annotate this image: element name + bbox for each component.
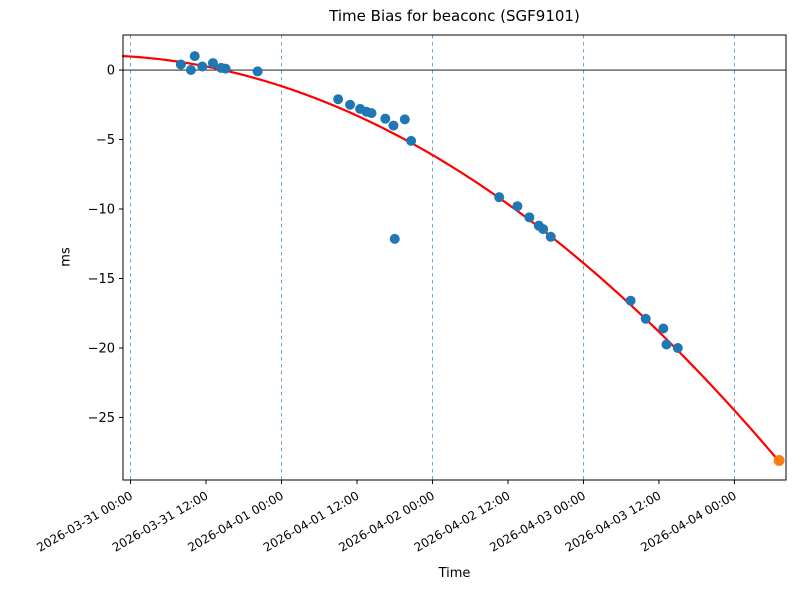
data-point: [538, 224, 549, 235]
y-tick-label: −10: [88, 202, 115, 217]
y-tick-label: −15: [88, 272, 115, 287]
data-point: [512, 201, 523, 212]
chart-title: Time Bias for beaconc (SGF9101): [329, 7, 580, 25]
x-axis-label: Time: [438, 566, 471, 581]
data-point: [524, 212, 535, 223]
quadratic-fit: [121, 54, 781, 463]
data-point: [252, 66, 263, 77]
y-tick-label: −25: [88, 411, 115, 426]
data-point: [640, 313, 651, 324]
data-point: [366, 108, 377, 119]
data-point: [333, 94, 344, 105]
data-point: [185, 65, 196, 76]
latest-data-point: [773, 455, 785, 467]
data-point: [207, 58, 218, 69]
plot-border: [122, 34, 787, 481]
y-axis-label: ms: [58, 247, 74, 267]
data-point: [625, 295, 636, 306]
data-point: [406, 135, 417, 146]
data-point: [658, 323, 669, 334]
y-tick-label: 0: [107, 64, 115, 79]
y-tick-label: −5: [96, 133, 115, 148]
data-point: [345, 99, 356, 110]
data-point: [380, 113, 391, 124]
data-point: [175, 59, 186, 70]
data-point: [388, 120, 399, 131]
data-point: [389, 233, 400, 244]
data-point: [661, 339, 672, 350]
data-point: [220, 63, 231, 74]
data-point: [672, 342, 683, 353]
y-tick-label: −20: [88, 341, 115, 356]
data-point: [545, 231, 556, 242]
data-point: [197, 61, 208, 72]
data-point: [494, 192, 505, 203]
data-point: [399, 114, 410, 125]
data-point: [189, 51, 200, 62]
